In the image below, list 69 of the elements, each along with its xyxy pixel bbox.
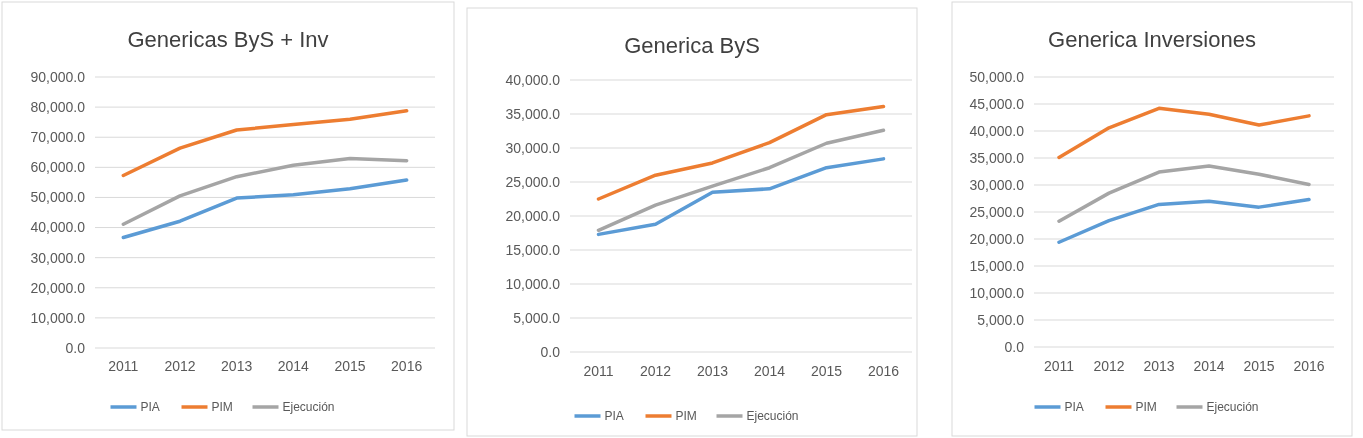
x-tick-label: 2015: [334, 358, 366, 374]
x-tick-label: 2013: [696, 363, 729, 379]
x-tick-label: 2011: [583, 363, 614, 379]
x-tick-label: 2015: [810, 363, 843, 379]
y-tick-label: 10,000.0: [969, 284, 1025, 301]
y-tick-label: 80,000.0: [30, 99, 86, 116]
y-tick-label: 30,000.0: [30, 249, 86, 266]
x-tick-label: 2011: [108, 358, 139, 374]
x-tick-label: 2016: [867, 363, 900, 379]
y-tick-label: 50,000.0: [969, 68, 1025, 85]
y-tick-label: 30,000.0: [969, 176, 1025, 193]
x-tick-label: 2014: [753, 363, 786, 379]
x-tick-label: 2016: [1293, 358, 1325, 374]
legend-label: PIM: [211, 400, 233, 415]
x-tick-label: 2011: [1043, 358, 1075, 374]
x-tick-label: 2013: [1143, 358, 1175, 374]
y-tick-label: 40,000.0: [505, 71, 561, 88]
y-tick-label: 30,000.0: [505, 139, 561, 156]
line-series: [121, 156, 409, 226]
y-tick-label: 0.0: [1004, 338, 1025, 355]
x-tick-label: 2012: [164, 358, 196, 374]
line-series: [1057, 164, 1311, 223]
y-tick-label: 50,000.0: [30, 189, 86, 206]
y-tick-label: 10,000.0: [30, 309, 86, 326]
y-tick-label: 40,000.0: [969, 122, 1025, 139]
y-tick-label: 70,000.0: [30, 129, 86, 146]
legend-label: Ejecución: [1206, 400, 1259, 415]
legend-label: PIM: [675, 409, 697, 424]
y-tick-label: 35,000.0: [505, 105, 561, 122]
legend-label: Ejecución: [282, 400, 335, 415]
y-tick-label: 45,000.0: [969, 95, 1025, 112]
x-tick-label: 2016: [391, 358, 423, 374]
y-tick-label: 25,000.0: [969, 203, 1025, 220]
x-tick-label: 2013: [221, 358, 253, 374]
legend-label: PIA: [604, 409, 624, 424]
y-tick-label: 15,000.0: [969, 257, 1025, 274]
y-tick-label: 0.0: [65, 339, 86, 356]
line-series: [596, 128, 886, 233]
x-tick-label: 2012: [639, 363, 672, 379]
y-tick-label: 90,000.0: [30, 68, 86, 85]
legend-label: PIM: [1135, 400, 1157, 415]
line-series: [1057, 197, 1311, 244]
y-tick-label: 25,000.0: [505, 173, 561, 190]
y-tick-label: 35,000.0: [969, 149, 1025, 166]
line-series: [596, 104, 886, 201]
y-tick-label: 60,000.0: [30, 159, 86, 176]
y-tick-label: 40,000.0: [30, 219, 86, 236]
legend-label: PIA: [1064, 400, 1084, 415]
x-tick-label: 2015: [1243, 358, 1275, 374]
y-tick-label: 0.0: [540, 343, 561, 360]
chart-title: Genericas ByS + Inv: [127, 27, 329, 52]
line-series: [596, 157, 886, 237]
legend-label: PIA: [140, 400, 160, 415]
y-tick-label: 20,000.0: [969, 230, 1025, 247]
x-tick-label: 2014: [1193, 358, 1225, 374]
line-series: [121, 108, 409, 178]
chart-title: Generica Inversiones: [1048, 27, 1256, 52]
y-tick-label: 5,000.0: [977, 311, 1025, 328]
x-tick-label: 2014: [277, 358, 310, 374]
y-tick-label: 20,000.0: [30, 279, 86, 296]
y-tick-label: 5,000.0: [513, 309, 561, 326]
chart-title: Generica ByS: [624, 33, 760, 58]
y-tick-label: 10,000.0: [505, 275, 561, 292]
line-series: [1057, 106, 1311, 160]
legend-label: Ejecución: [746, 409, 799, 424]
line-series: [121, 178, 409, 240]
y-tick-label: 15,000.0: [505, 241, 561, 258]
y-tick-label: 20,000.0: [505, 207, 561, 224]
x-tick-label: 2012: [1093, 358, 1125, 374]
